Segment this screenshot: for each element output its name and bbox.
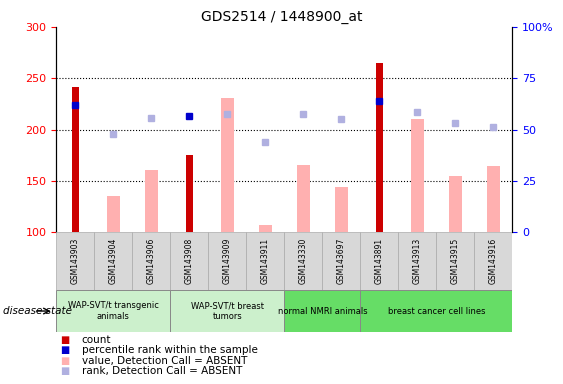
Bar: [171, 232, 208, 290]
Text: GSM143330: GSM143330: [299, 238, 308, 284]
Text: GDS2514 / 1448900_at: GDS2514 / 1448900_at: [201, 10, 362, 23]
Text: GSM143903: GSM143903: [71, 238, 80, 284]
Text: percentile rank within the sample: percentile rank within the sample: [82, 345, 257, 355]
Text: breast cancer cell lines: breast cancer cell lines: [387, 306, 485, 316]
Bar: [399, 232, 436, 290]
Bar: [474, 232, 512, 290]
Text: ■: ■: [60, 335, 69, 345]
Bar: [360, 290, 512, 332]
Text: GSM143904: GSM143904: [109, 238, 118, 284]
Bar: [247, 232, 284, 290]
Bar: [449, 176, 462, 232]
Bar: [186, 155, 193, 232]
Text: GSM143906: GSM143906: [147, 238, 156, 284]
Text: ■: ■: [60, 366, 69, 376]
Bar: [208, 232, 247, 290]
Bar: [95, 232, 132, 290]
Bar: [297, 164, 310, 232]
Bar: [106, 196, 120, 232]
Bar: [410, 119, 424, 232]
Text: GSM143911: GSM143911: [261, 238, 270, 284]
Bar: [436, 232, 474, 290]
Text: WAP-SVT/t transgenic
animals: WAP-SVT/t transgenic animals: [68, 301, 159, 321]
Text: WAP-SVT/t breast
tumors: WAP-SVT/t breast tumors: [191, 301, 264, 321]
Bar: [486, 166, 500, 232]
Bar: [221, 98, 234, 232]
Bar: [171, 290, 284, 332]
Bar: [145, 170, 158, 232]
Text: ■: ■: [60, 356, 69, 366]
Text: GSM143909: GSM143909: [223, 238, 232, 284]
Text: GSM143697: GSM143697: [337, 238, 346, 284]
Bar: [72, 88, 79, 232]
Bar: [376, 63, 383, 232]
Text: GSM143891: GSM143891: [375, 238, 384, 284]
Bar: [334, 187, 348, 232]
Text: ■: ■: [60, 345, 69, 355]
Text: normal NMRI animals: normal NMRI animals: [278, 306, 367, 316]
Bar: [322, 232, 360, 290]
Bar: [132, 232, 171, 290]
Bar: [284, 290, 360, 332]
Text: GSM143915: GSM143915: [451, 238, 460, 284]
Bar: [360, 232, 398, 290]
Bar: [56, 232, 95, 290]
Text: GSM143916: GSM143916: [489, 238, 498, 284]
Bar: [284, 232, 322, 290]
Text: value, Detection Call = ABSENT: value, Detection Call = ABSENT: [82, 356, 247, 366]
Bar: [56, 290, 171, 332]
Text: disease state: disease state: [3, 306, 72, 316]
Text: count: count: [82, 335, 111, 345]
Text: GSM143913: GSM143913: [413, 238, 422, 284]
Text: GSM143908: GSM143908: [185, 238, 194, 284]
Bar: [258, 225, 272, 232]
Text: rank, Detection Call = ABSENT: rank, Detection Call = ABSENT: [82, 366, 242, 376]
